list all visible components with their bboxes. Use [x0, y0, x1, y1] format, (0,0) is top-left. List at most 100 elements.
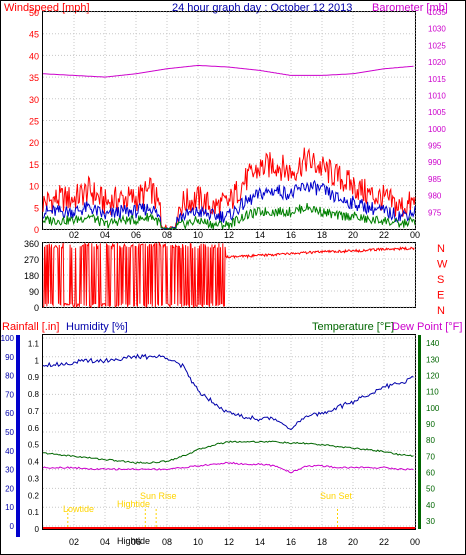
- barometer-tick-label: 1030: [428, 25, 446, 34]
- barometer-tick-label: 990: [428, 158, 442, 167]
- wind-panel-series: [42, 64, 416, 231]
- direction-series: [42, 241, 415, 309]
- wind-series-wind-gust: [42, 147, 416, 230]
- barometer-tick-label: 975: [428, 208, 442, 217]
- barometer-tick-label: 1035: [428, 8, 446, 17]
- rain-tick-label: 0.5: [28, 441, 40, 450]
- temperature-axis-title: Temperature [°F]: [312, 321, 394, 333]
- direction-tick-label: 180: [24, 271, 39, 281]
- rain-tick-label: 0.6: [28, 424, 40, 433]
- temperature-tick-label: 130: [426, 355, 440, 364]
- humidity-x-tick-label: 16: [286, 537, 296, 547]
- humidity-panel-series: [42, 353, 415, 529]
- humidity-tick-label: 50: [5, 428, 14, 437]
- compass-label-s: S: [437, 274, 444, 286]
- wind-series-barometer: [43, 64, 414, 78]
- wind-tick-label: 10: [29, 182, 39, 192]
- barometer-tick-label: 1010: [428, 91, 446, 100]
- wind-tick-label: 0: [34, 225, 39, 235]
- temperature-axis-bar: [418, 335, 421, 529]
- compass-label-n: N: [437, 243, 445, 255]
- wind-x-tick-label: 02: [69, 230, 79, 240]
- humidity-axis-title: Humidity [%]: [66, 321, 128, 333]
- wind-x-tick-label: 16: [286, 230, 296, 240]
- barometer-tick-label: 1025: [428, 41, 446, 50]
- barometer-tick-label: 980: [428, 192, 442, 201]
- rain-tick-label: 0.1: [28, 508, 40, 517]
- rain-tick-label: 1.1: [28, 339, 40, 348]
- wind-x-tick-label: 22: [379, 230, 389, 240]
- rain-tick-label: 0.9: [28, 373, 40, 382]
- humidity-x-tick-label: 20: [348, 537, 358, 547]
- temperature-tick-label: 70: [426, 452, 435, 461]
- wind-tick-label: 5: [34, 203, 39, 213]
- wind-x-tick-label: 04: [100, 230, 110, 240]
- temperature-tick-label: 110: [426, 388, 439, 397]
- barometer-tick-label: 1015: [428, 75, 446, 84]
- humidity-panel-ticks: 0 0.1 0.2 0.3 0.4 0.5 0.6 0.7 0.8 0.9 1 1.1 0 10 20 30 4…: [1, 334, 440, 547]
- series-temperature: [43, 440, 414, 465]
- rain-tick-label: 0.7: [28, 407, 40, 416]
- humidity-x-tick-label: 10: [193, 537, 203, 547]
- wind-x-tick-label: 12: [224, 230, 234, 240]
- series-dew-point: [42, 461, 414, 474]
- humidity-tick-label: 60: [5, 409, 14, 418]
- humidity-tick-label: 30: [5, 466, 14, 475]
- wind-tick-label: 25: [29, 117, 39, 127]
- barometer-tick-label: 1005: [428, 108, 446, 117]
- barometer-tick-label: 985: [428, 175, 442, 184]
- wind-x-tick-label: 08: [162, 230, 172, 240]
- temperature-tick-label: 100: [426, 404, 440, 413]
- barometer-tick-label: 1020: [428, 58, 446, 67]
- annotation-sunrise: Sun Rise: [140, 491, 177, 501]
- wind-tick-label: 45: [29, 30, 39, 40]
- temperature-tick-label: 80: [426, 436, 435, 445]
- rain-tick-label: 1: [35, 356, 40, 365]
- annotation-hightide: Hightide: [117, 499, 150, 509]
- temperature-tick-label: 140: [426, 339, 440, 348]
- wind-series-wind-avg: [42, 179, 416, 230]
- wind-x-tick-label: 10: [193, 230, 203, 240]
- humidity-tick-label: 90: [5, 353, 14, 362]
- direction-tick-label: 360: [24, 239, 39, 249]
- direction-tick-label: 90: [29, 287, 39, 297]
- wind-tick-label: 35: [29, 73, 39, 83]
- humidity-x-tick-label: 06: [131, 537, 141, 547]
- humidity-x-tick-label: 08: [162, 537, 172, 547]
- rain-axis-bar: [16, 335, 20, 537]
- temperature-tick-label: 40: [426, 501, 435, 510]
- humidity-tick-label: 80: [5, 372, 14, 381]
- temperature-tick-label: 90: [426, 420, 435, 429]
- dewpoint-axis-title: Dew Point [°F]: [392, 321, 462, 333]
- wind-tick-label: 20: [29, 138, 39, 148]
- annotation-sunset: Sun Set: [320, 491, 353, 501]
- wind-tick-label: 15: [29, 160, 39, 170]
- humidity-tick-label: 70: [5, 390, 14, 399]
- direction-tick-label: 0: [34, 303, 39, 313]
- rain-tick-label: 0.3: [28, 474, 40, 483]
- annotation-hightide-bottom: Hightide: [117, 536, 150, 546]
- humidity-x-tick-label: 22: [379, 537, 389, 547]
- humidity-tick-label: 0: [10, 522, 15, 531]
- compass-label-w: W: [437, 259, 448, 271]
- series-humidity: [42, 353, 414, 431]
- humidity-x-tick-label: 18: [317, 537, 327, 547]
- humidity-tick-label: 20: [5, 484, 14, 493]
- wind-x-tick-label: 18: [317, 230, 327, 240]
- direction-tick-label: 270: [24, 255, 39, 265]
- barometer-tick-label: 1000: [428, 125, 446, 134]
- rain-tick-label: 0.4: [28, 458, 40, 467]
- compass-label-n: N: [437, 305, 445, 317]
- rain-tick-label: 0: [35, 525, 40, 534]
- humidity-x-tick-label: 00: [410, 537, 420, 547]
- humidity-x-tick-label: 12: [224, 537, 234, 547]
- rain-tick-label: 0.8: [28, 390, 40, 399]
- annotations: Lowtide Hightide Sun Rise Sun Set Highti…: [63, 491, 353, 546]
- wind-x-tick-label: 00: [410, 230, 420, 240]
- direction-panel-series: [42, 241, 415, 309]
- wind-tick-label: 40: [29, 51, 39, 61]
- wind-x-tick-label: 06: [131, 230, 141, 240]
